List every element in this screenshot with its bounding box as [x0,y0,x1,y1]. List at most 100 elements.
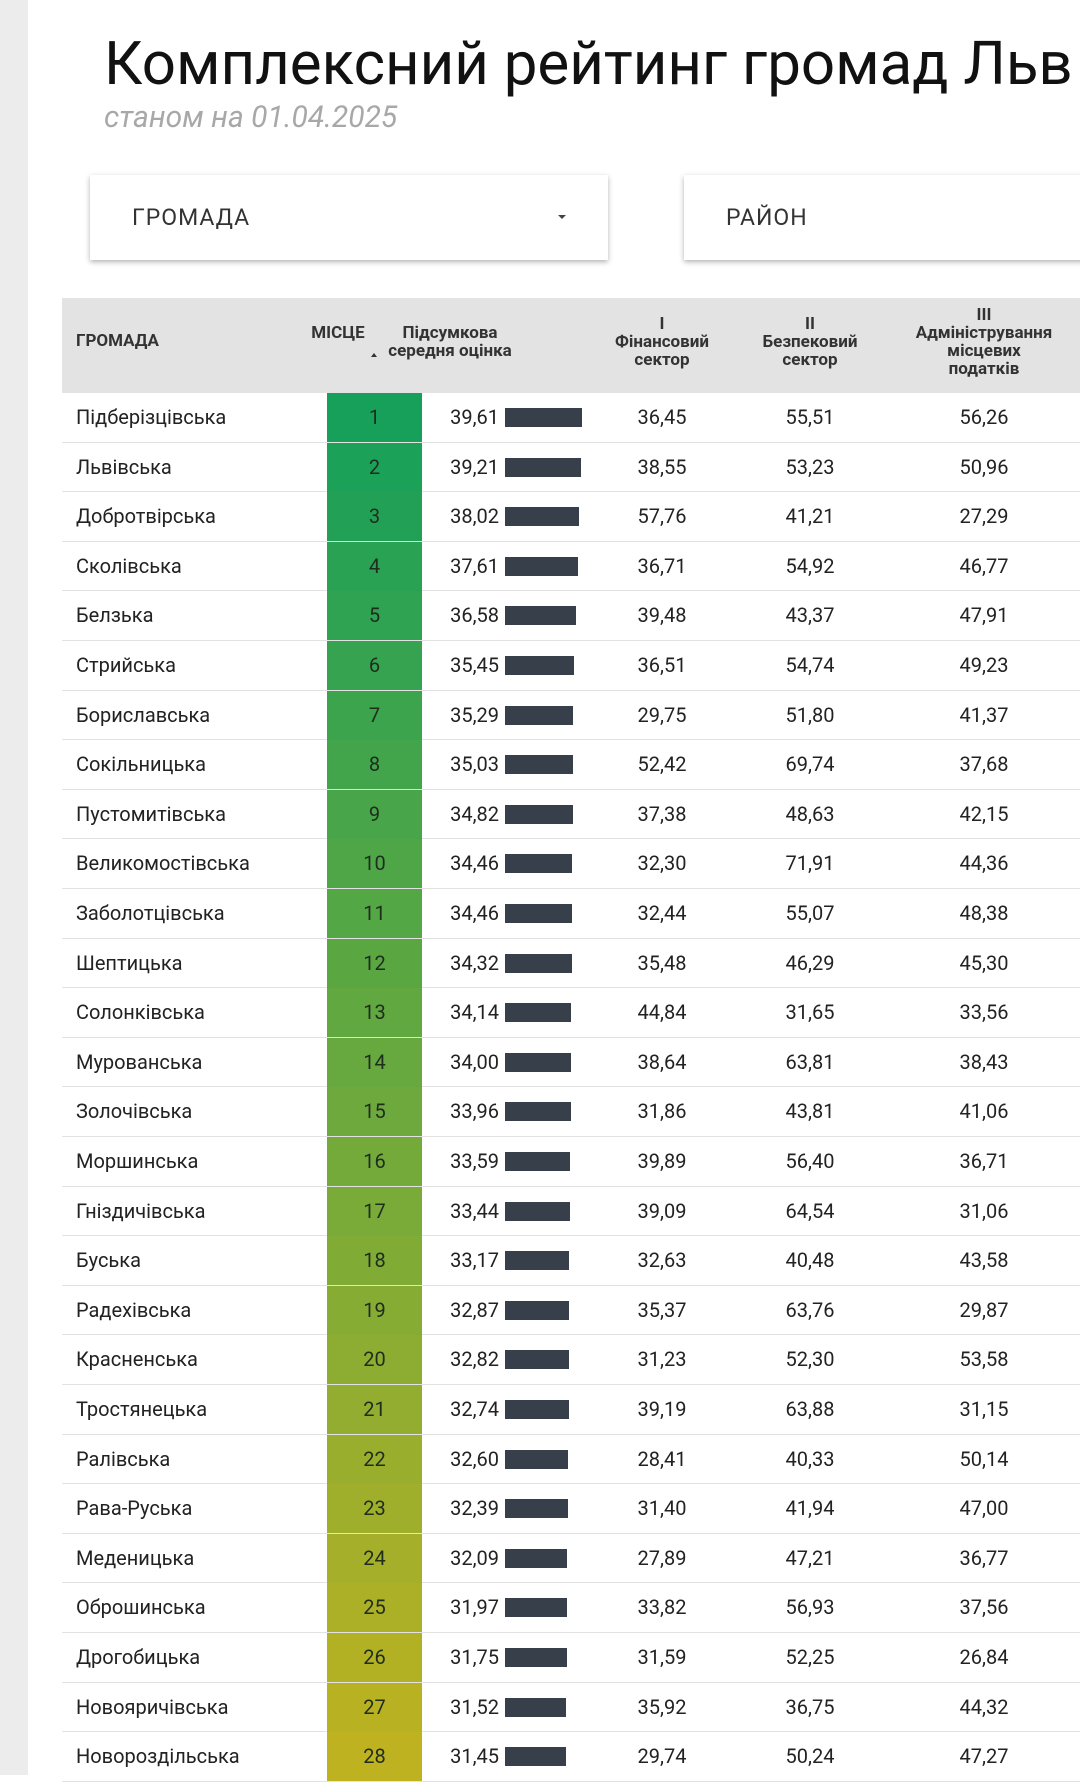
security-score: 48,63 [785,801,835,826]
score-label: 39,21 [450,454,499,479]
place-cell: 2 [327,442,422,492]
score-label: 33,44 [450,1198,499,1223]
financial-score: 28,41 [637,1446,687,1471]
score-label: 33,59 [450,1149,499,1173]
place-cell: 16 [327,1137,422,1186]
side-strip [0,0,28,1775]
table-row: Мурованська 14 34,00 38,64 63,81 38,43 [62,1037,1080,1088]
community-name: Сколівська [76,553,182,578]
security-score: 40,48 [785,1248,835,1273]
score-bar [505,1499,568,1519]
score-label: 34,82 [450,801,499,826]
community-name: Добротвірська [76,504,216,529]
place-cell: 28 [327,1732,422,1782]
place-cell: 3 [327,492,422,542]
score-bar [505,1102,571,1122]
column-header[interactable]: МІСЦЕ [311,323,365,343]
table-row: Львівська 2 39,21 38,55 53,23 50,96 [62,442,1080,493]
tax-admin-score: 31,15 [959,1397,1009,1421]
score-bar [505,1201,570,1221]
score-label: 35,29 [450,702,499,727]
place-cell: 17 [327,1186,422,1236]
place-cell: 8 [327,740,422,790]
score-bar [505,1251,570,1271]
page-title: Комплексний рейтинг громад Льв [104,28,1073,99]
security-score: 54,92 [785,553,835,578]
place-cell: 18 [327,1236,422,1286]
score-label: 34,14 [450,1000,499,1025]
table-row: Великомостівська 10 34,46 32,30 71,91 44,36 [62,839,1080,889]
community-name: Шептицька [76,950,183,975]
table-row: Новороздільська 28 31,45 29,74 50,24 47,27 [62,1732,1080,1782]
security-score: 53,23 [785,454,835,479]
score-bar [505,1648,567,1667]
score-label: 32,87 [450,1297,499,1322]
table-row: Підберізцівська 1 39,61 36,45 55,51 56,26 [62,393,1080,443]
security-score: 56,93 [785,1595,835,1620]
security-score: 50,24 [785,1744,835,1769]
financial-score: 31,40 [637,1496,687,1521]
table-row: Заболотцівська 11 34,46 32,44 55,07 48,38 [62,889,1080,939]
tax-admin-score: 29,87 [959,1297,1009,1322]
security-score: 55,07 [785,901,835,925]
community-name: Оброшинська [76,1595,206,1620]
security-score: 55,51 [785,405,835,429]
score-label: 31,52 [450,1694,499,1719]
score-label: 33,96 [450,1099,499,1124]
table-row: Буська 18 33,17 32,63 40,48 43,58 [62,1236,1080,1286]
place-cell: 23 [327,1484,422,1534]
community-name: Новороздільська [76,1744,240,1769]
financial-score: 38,64 [637,1049,687,1074]
community-name: Красненська [76,1347,198,1372]
community-name: Заболотцівська [76,901,225,925]
filter-dropdown[interactable]: РАЙОН [684,175,1080,260]
financial-score: 39,19 [637,1397,687,1421]
place-cell: 1 [327,393,422,442]
table-row: Бориславська 7 35,29 29,75 51,80 41,37 [62,690,1080,741]
place-cell: 14 [327,1037,422,1087]
table-row: Тростянецька 21 32,74 39,19 63,88 31,15 [62,1385,1080,1435]
financial-score: 27,89 [637,1545,687,1570]
tax-admin-score: 50,14 [959,1446,1009,1471]
column-header: II Безпековий сектор [762,314,858,370]
score-label: 34,46 [450,851,499,876]
financial-score: 35,37 [637,1297,687,1322]
column-header: ГРОМАДА [76,331,159,351]
score-bar [505,1400,569,1419]
community-name: Гніздичівська [76,1198,206,1223]
sort-indicator [371,353,377,357]
community-name: Буська [76,1248,141,1273]
community-name: Підберізцівська [76,405,227,429]
filter-dropdown[interactable]: ГРОМАДА [90,175,608,260]
financial-score: 57,76 [637,504,687,529]
tax-admin-score: 41,37 [959,702,1009,727]
security-score: 52,30 [785,1347,835,1372]
table-header: ГРОМАДА МІСЦЕ Підсумкова середня оцінка I Ф… [62,298,1080,393]
score-label: 33,17 [450,1248,499,1273]
score-bar [505,656,574,675]
place-cell: 9 [327,789,422,839]
place-cell: 25 [327,1583,422,1633]
tax-admin-score: 49,23 [959,653,1009,677]
security-score: 52,25 [785,1645,835,1669]
table-row: Сокільницька 8 35,03 52,42 69,74 37,68 [62,740,1080,790]
financial-score: 39,89 [637,1149,687,1173]
table-row: Дрогобицька 26 31,75 31,59 52,25 26,84 [62,1633,1080,1683]
community-name: Пустомитівська [76,801,226,826]
score-bar [505,1350,569,1370]
place-cell: 5 [327,591,422,641]
tax-admin-score: 56,26 [959,405,1009,429]
tax-admin-score: 48,38 [959,901,1009,925]
tax-admin-score: 44,32 [959,1694,1009,1719]
financial-score: 35,92 [637,1694,687,1719]
place-cell: 12 [327,938,422,988]
security-score: 71,91 [785,851,835,876]
community-name: Мурованська [76,1049,203,1074]
tax-admin-score: 36,71 [959,1149,1009,1173]
tax-admin-score: 47,27 [959,1744,1009,1769]
security-score: 36,75 [785,1694,835,1719]
financial-score: 31,86 [637,1099,687,1124]
community-name: Ралівська [76,1446,171,1471]
score-bar [505,1598,568,1618]
community-name: Белзька [76,603,154,628]
